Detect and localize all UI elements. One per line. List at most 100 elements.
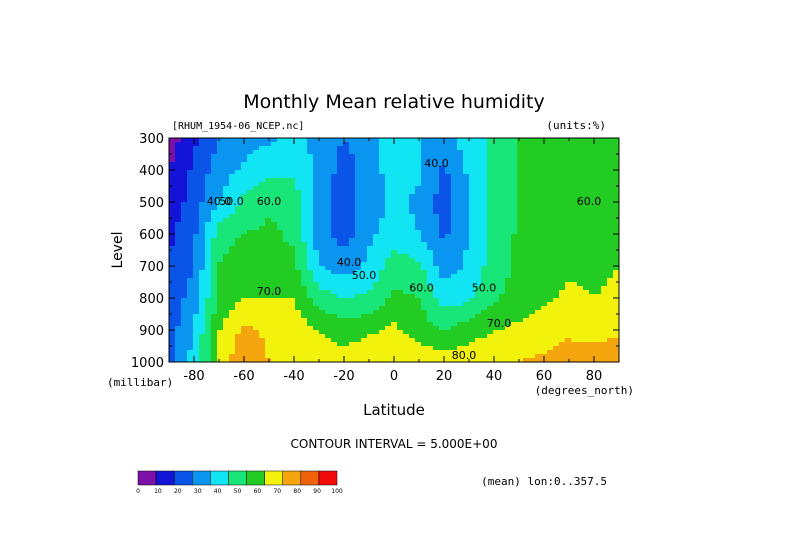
field-cell	[259, 146, 266, 151]
field-cell	[313, 174, 320, 179]
field-cell	[247, 154, 254, 159]
field-cell	[529, 170, 536, 175]
field-cell	[367, 286, 374, 291]
field-cell	[613, 318, 619, 323]
field-cell	[571, 202, 578, 207]
field-cell	[319, 278, 326, 283]
field-cell	[541, 222, 548, 227]
field-cell	[475, 186, 482, 191]
field-cell	[517, 158, 524, 163]
field-cell	[325, 214, 332, 219]
field-cell	[325, 254, 332, 259]
field-cell	[415, 266, 422, 271]
field-cell	[415, 226, 422, 231]
field-cell	[541, 186, 548, 191]
field-cell	[547, 158, 554, 163]
field-cell	[577, 202, 584, 207]
field-cell	[175, 158, 182, 163]
field-cell	[295, 158, 302, 163]
field-cell	[241, 178, 248, 183]
field-cell	[541, 166, 548, 171]
field-cell	[499, 246, 506, 251]
field-cell	[265, 346, 272, 351]
field-cell	[415, 318, 422, 323]
field-cell	[283, 198, 290, 203]
field-cell	[493, 174, 500, 179]
field-cell	[583, 194, 590, 199]
field-cell	[181, 142, 188, 147]
field-cell	[373, 306, 380, 311]
field-cell	[409, 162, 416, 167]
field-cell	[331, 258, 338, 263]
field-cell	[181, 242, 188, 247]
field-cell	[193, 222, 200, 227]
field-cell	[181, 306, 188, 311]
field-cell	[517, 266, 524, 271]
field-cell	[451, 174, 458, 179]
field-cell	[265, 342, 272, 347]
field-cell	[601, 182, 608, 187]
field-cell	[541, 322, 548, 327]
field-cell	[259, 194, 266, 199]
field-cell	[463, 190, 470, 195]
field-cell	[403, 310, 410, 315]
field-cell	[613, 138, 619, 143]
field-cell	[253, 278, 260, 283]
field-cell	[463, 162, 470, 167]
field-cell	[271, 302, 278, 307]
field-cell	[457, 218, 464, 223]
field-cell	[397, 242, 404, 247]
field-cell	[523, 306, 530, 311]
field-cell	[475, 226, 482, 231]
field-cell	[355, 142, 362, 147]
field-cell	[613, 294, 619, 299]
field-cell	[205, 290, 212, 295]
field-cell	[301, 354, 308, 359]
field-cell	[277, 158, 284, 163]
field-cell	[373, 262, 380, 267]
field-cell	[535, 298, 542, 303]
field-cell	[385, 150, 392, 155]
field-cell	[193, 306, 200, 311]
field-cell	[595, 182, 602, 187]
field-cell	[439, 266, 446, 271]
field-cell	[343, 358, 350, 362]
field-cell	[499, 166, 506, 171]
field-cell	[337, 286, 344, 291]
field-cell	[235, 326, 242, 331]
field-cell	[499, 298, 506, 303]
field-cell	[265, 294, 272, 299]
field-cell	[355, 266, 362, 271]
field-cell	[385, 298, 392, 303]
y-tick-label: 500	[139, 196, 164, 211]
field-cell	[373, 162, 380, 167]
field-cell	[451, 258, 458, 263]
field-cell	[283, 290, 290, 295]
field-cell	[187, 318, 194, 323]
field-cell	[607, 254, 614, 259]
colorbar-level-label: 100	[331, 488, 343, 495]
field-cell	[589, 266, 596, 271]
field-cell	[181, 138, 188, 143]
field-cell	[517, 342, 524, 347]
field-cell	[307, 330, 314, 335]
field-cell	[601, 174, 608, 179]
field-cell	[481, 182, 488, 187]
field-cell	[415, 258, 422, 263]
field-cell	[517, 262, 524, 267]
field-cell	[391, 186, 398, 191]
field-cell	[463, 354, 470, 359]
field-cell	[211, 178, 218, 183]
field-cell	[577, 290, 584, 295]
field-cell	[367, 354, 374, 359]
field-cell	[205, 222, 212, 227]
field-cell	[247, 234, 254, 239]
field-cell	[493, 266, 500, 271]
field-cell	[277, 174, 284, 179]
field-cell	[565, 138, 572, 143]
field-cell	[175, 298, 182, 303]
field-cell	[571, 170, 578, 175]
field-cell	[355, 150, 362, 155]
field-cell	[409, 250, 416, 255]
field-cell	[337, 246, 344, 251]
